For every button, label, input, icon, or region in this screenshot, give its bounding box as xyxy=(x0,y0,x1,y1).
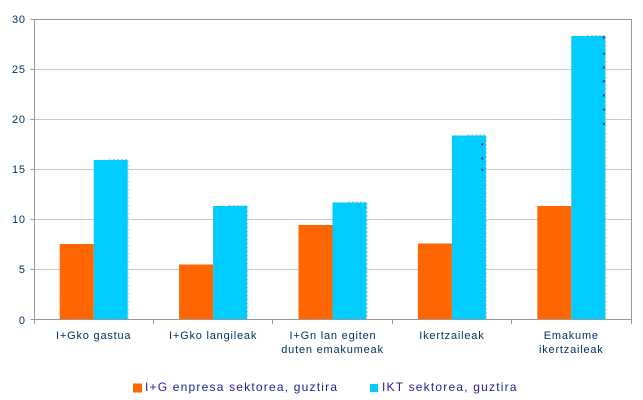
svg-text:Ikertzaileak: Ikertzaileak xyxy=(419,330,484,342)
svg-text:I+Gn lan egiten: I+Gn lan egiten xyxy=(290,330,377,342)
svg-text:10: 10 xyxy=(12,214,26,226)
svg-text:20: 20 xyxy=(12,114,26,126)
svg-text:0: 0 xyxy=(19,315,26,327)
svg-text:I+Gko langileak: I+Gko langileak xyxy=(169,330,257,342)
svg-text:I+Gko gastua: I+Gko gastua xyxy=(56,330,131,342)
svg-text:I+G enpresa sektorea, guztira: I+G enpresa sektorea, guztira xyxy=(145,380,338,394)
svg-text:duten emakumeak: duten emakumeak xyxy=(281,344,384,356)
svg-text:15: 15 xyxy=(12,164,26,176)
svg-text:ikertzaileak: ikertzaileak xyxy=(539,344,604,356)
svg-text:Emakume: Emakume xyxy=(544,330,599,342)
svg-text:IKT sektorea, guztira: IKT sektorea, guztira xyxy=(382,380,518,394)
svg-text:25: 25 xyxy=(12,64,26,76)
svg-text:30: 30 xyxy=(12,14,26,26)
svg-text:5: 5 xyxy=(19,264,26,276)
